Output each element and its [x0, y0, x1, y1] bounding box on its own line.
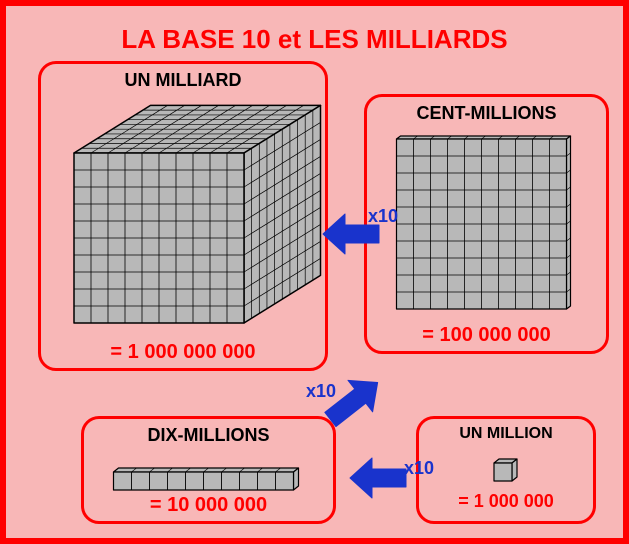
box-title: UN MILLIARD — [41, 70, 325, 91]
box-dix-millions: DIX-MILLIONS = 10 000 000 — [81, 416, 336, 524]
box-value: = 10 000 000 — [84, 494, 333, 517]
box-cent-millions: CENT-MILLIONS = 100 000 000 — [364, 94, 609, 354]
rod-icon — [87, 446, 330, 494]
box-un-million: UN MILLION = 1 000 000 — [416, 416, 596, 524]
box-value: = 100 000 000 — [367, 324, 606, 347]
page-title: LA BASE 10 et LES MILLIARDS — [6, 24, 623, 55]
unit-icon — [422, 443, 590, 491]
arrow-label: x10 — [368, 206, 398, 227]
box-title: UN MILLION — [419, 425, 593, 443]
box-title: CENT-MILLIONS — [367, 103, 606, 124]
cube3d-icon — [44, 91, 322, 341]
arrow-label: x10 — [404, 458, 434, 479]
flat-icon — [370, 124, 603, 324]
infographic-frame: LA BASE 10 et LES MILLIARDS UN MILLIARD = … — [0, 0, 629, 544]
box-milliard: UN MILLIARD = 1 000 000 000 — [38, 61, 328, 371]
box-value: = 1 000 000 000 — [41, 341, 325, 364]
box-value: = 1 000 000 — [419, 491, 593, 512]
box-title: DIX-MILLIONS — [84, 425, 333, 446]
arrow-label: x10 — [306, 381, 336, 402]
